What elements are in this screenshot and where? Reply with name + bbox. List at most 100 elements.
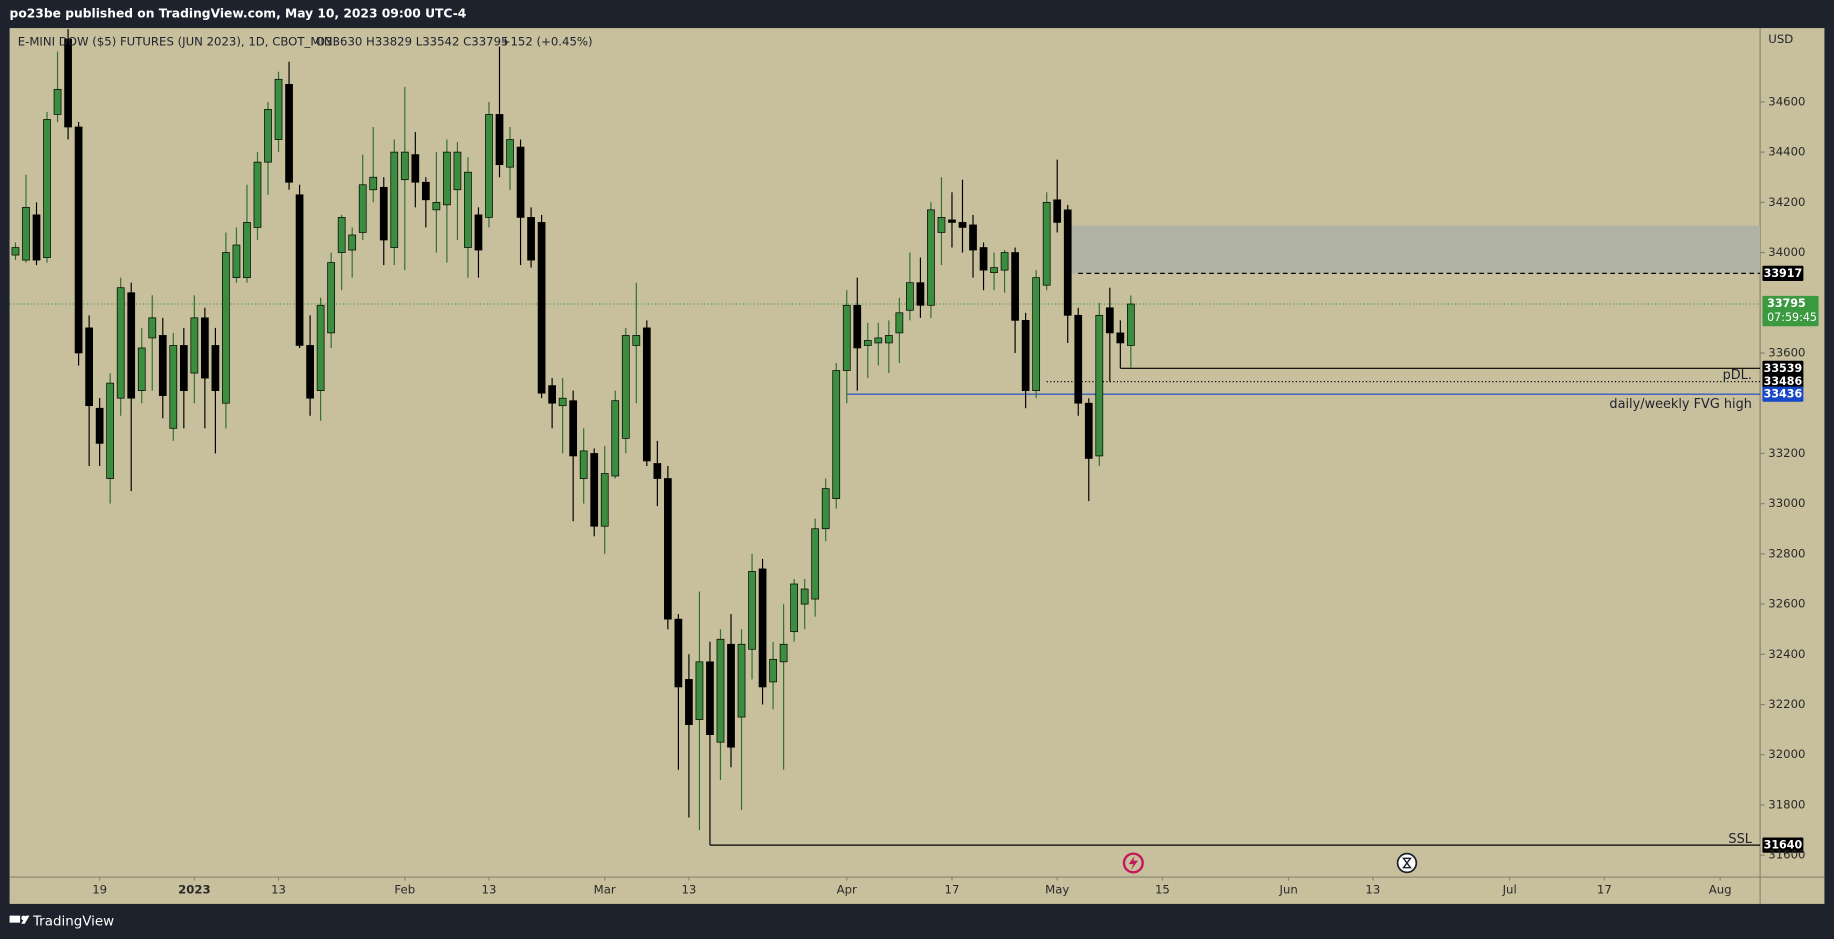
candle-body	[316, 304, 325, 391]
x-tick-label: Feb	[394, 882, 415, 896]
candle-body	[621, 335, 630, 439]
candle-body	[884, 335, 893, 344]
candle-body	[64, 38, 72, 128]
footer-logo	[9, 915, 30, 924]
candle-body	[853, 304, 862, 349]
overlay: 33917 33539 pDL. 33486 daily/weekly FVG high…	[1609, 265, 1819, 853]
x-tick-label: 13	[1365, 882, 1380, 896]
y-tick-label: 34000	[1768, 245, 1805, 259]
candle-body	[1105, 307, 1114, 334]
candle-body	[674, 618, 683, 688]
candle-body	[548, 385, 556, 404]
countdown-label: 07:59:45	[1767, 311, 1817, 324]
candle-body	[948, 219, 956, 223]
candle-body	[937, 217, 946, 233]
candle-body	[716, 638, 725, 743]
candle-body	[358, 184, 367, 233]
current-price-box	[1762, 295, 1819, 327]
x-tick-label: 13	[681, 882, 696, 896]
candle-body	[474, 214, 483, 251]
event-icon[interactable]	[1122, 852, 1144, 874]
candle-body	[916, 282, 925, 306]
y-tick-label: 34400	[1768, 145, 1805, 159]
level-label: SSL	[1728, 832, 1752, 847]
candle-body	[1127, 303, 1135, 346]
x-tick-label: 17	[945, 882, 960, 896]
candle-body	[158, 335, 167, 397]
candle-body	[990, 267, 998, 273]
footer-brand: TradingView	[32, 914, 114, 929]
candle-body	[127, 292, 136, 399]
level-label: pDL.	[1723, 368, 1752, 383]
x-tick-label: 15	[1155, 882, 1170, 896]
candle-body	[1116, 332, 1125, 344]
candle-body	[222, 252, 230, 404]
current-price-label: 33795	[1767, 297, 1806, 310]
candle-body	[243, 222, 251, 279]
candle-body	[495, 114, 504, 166]
level-price-label: 33486	[1764, 375, 1803, 388]
publisher-line: po23be published on TradingView.com, May…	[10, 7, 467, 21]
candle-body	[569, 400, 578, 457]
candle-body	[821, 488, 830, 530]
y-tick-label: 32200	[1768, 697, 1805, 711]
x-tick-label: Aug	[1709, 882, 1732, 896]
candle-body	[590, 453, 599, 527]
candle-body	[95, 407, 104, 444]
candle-body	[411, 154, 420, 183]
candle-body	[379, 186, 388, 241]
candle-body	[179, 345, 188, 391]
candle-body	[832, 370, 841, 499]
candle-body	[706, 661, 714, 736]
y-tick-label: 32000	[1768, 747, 1805, 761]
candle-body	[642, 327, 651, 462]
y-tick-label: 31800	[1768, 797, 1805, 811]
candle-body	[979, 247, 988, 271]
candle-body	[506, 139, 514, 168]
candle-body	[264, 109, 272, 163]
candle-body	[579, 450, 588, 479]
session-icon[interactable]	[1396, 852, 1418, 874]
candle-body	[211, 345, 220, 391]
candle-body	[611, 400, 620, 477]
candle-body	[43, 119, 51, 258]
candle-body	[600, 473, 609, 527]
candle-body	[295, 194, 304, 346]
level-price-box	[1762, 837, 1804, 853]
y-tick-label: 33200	[1768, 446, 1805, 460]
candle-body	[1000, 252, 1009, 271]
symbol-legend: E-MINI DOW ($5) FUTURES (JUN 2023), 1D, …	[18, 35, 336, 49]
level-price-box	[1762, 265, 1804, 281]
candle-body	[1032, 277, 1041, 391]
candle-body	[779, 643, 788, 663]
x-tick-label: Apr	[837, 882, 857, 896]
candle-body	[32, 214, 41, 261]
y-tick-label: 32400	[1768, 647, 1805, 661]
candle-body	[116, 287, 125, 399]
candle-body	[201, 317, 209, 379]
currency-label: USD	[1768, 32, 1793, 46]
y-tick-label: 32600	[1768, 597, 1805, 611]
candle-body	[758, 568, 767, 688]
candle-body	[653, 463, 662, 479]
ohlc-legend: O33630 H33829 L33542 C33795	[316, 35, 509, 49]
level-price-box	[1762, 374, 1804, 390]
x-tick-label: 13	[482, 882, 497, 896]
candle-body	[453, 151, 462, 191]
candle-body	[190, 317, 199, 374]
plot-area	[9, 29, 1761, 846]
candle-body	[232, 244, 241, 279]
candle-body	[748, 571, 756, 650]
candle-body	[390, 151, 399, 248]
candle-body	[685, 679, 693, 725]
candle-body	[1063, 209, 1072, 316]
candle-body	[148, 317, 157, 339]
y-tick-label: 32800	[1768, 546, 1805, 560]
candle-body	[22, 206, 30, 261]
level-label: daily/weekly FVG high	[1609, 397, 1751, 412]
candle-body	[106, 382, 115, 479]
y-tick-label: 34600	[1768, 94, 1805, 108]
level-price-box	[1762, 386, 1804, 402]
candle-body	[695, 661, 704, 720]
